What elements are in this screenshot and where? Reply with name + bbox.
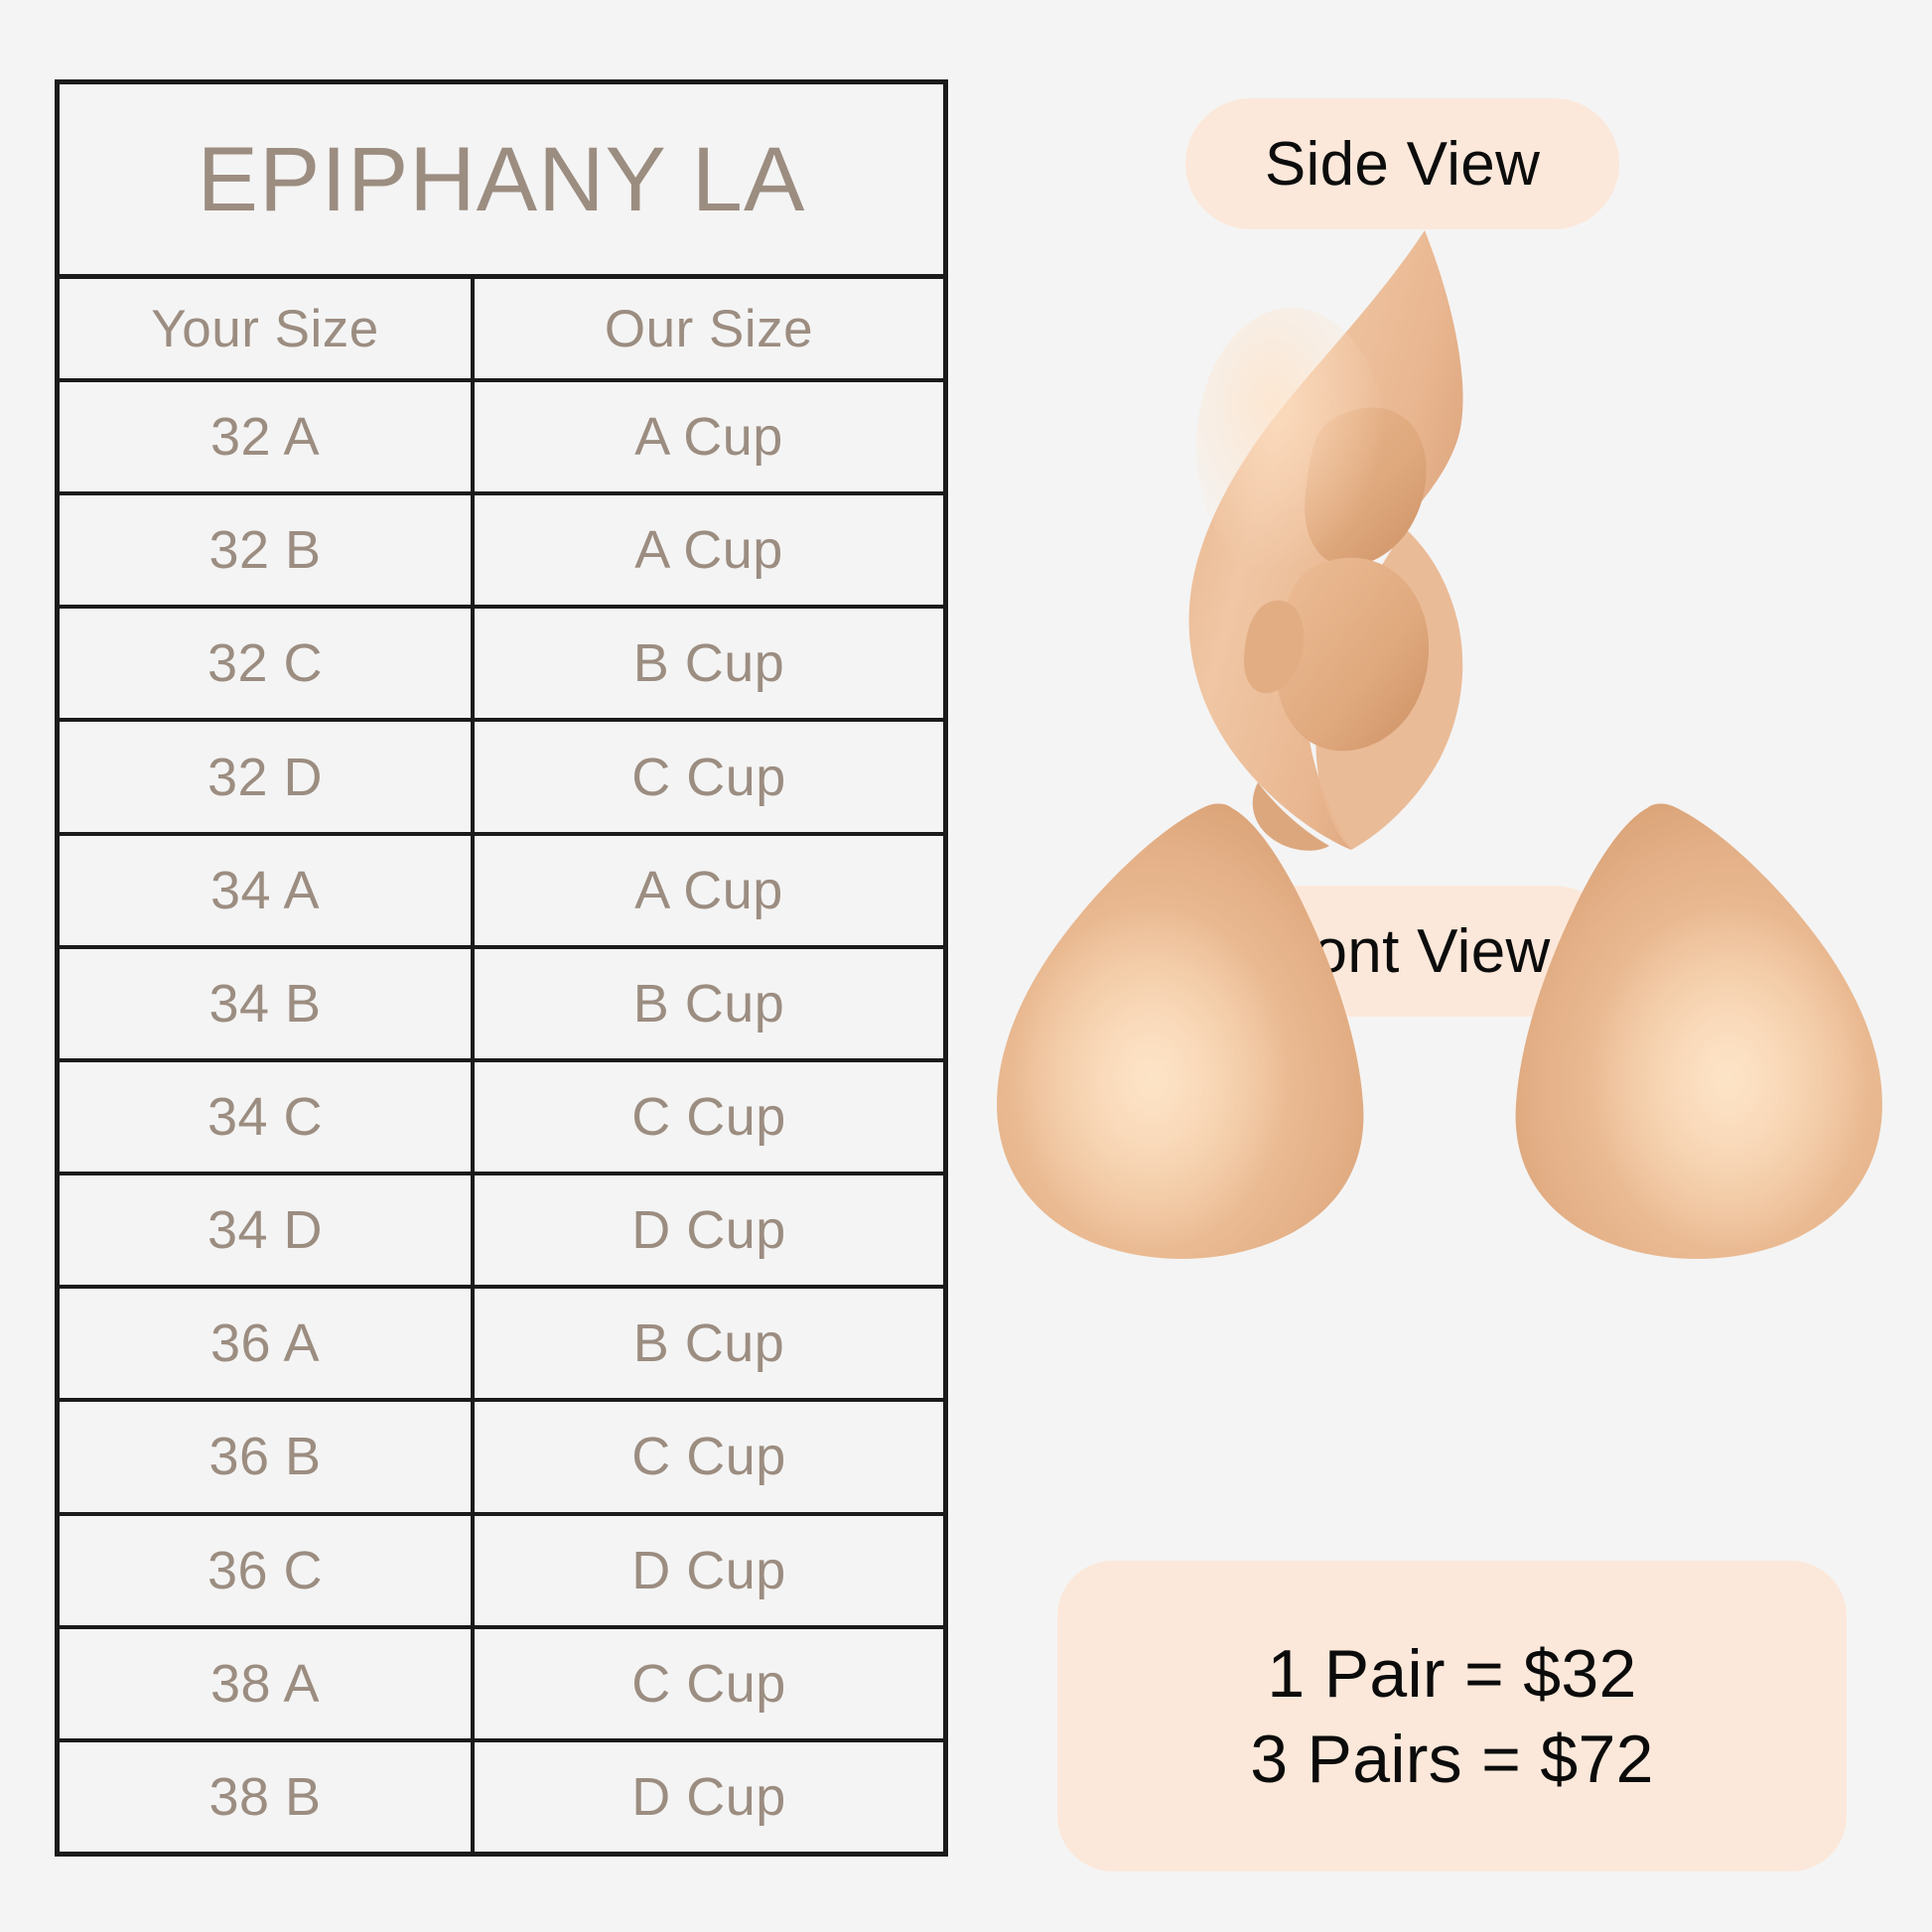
side-view-badge-label: Side View bbox=[1264, 129, 1541, 199]
cell-our-size: B Cup bbox=[475, 1289, 943, 1398]
cell-our-size: D Cup bbox=[475, 1516, 943, 1625]
cell-your-size: 34 A bbox=[60, 835, 475, 945]
cell-our-size: B Cup bbox=[475, 949, 943, 1058]
table-row: 36 A B Cup bbox=[60, 1289, 943, 1403]
cell-our-size: D Cup bbox=[475, 1742, 943, 1852]
our-size-value: D Cup bbox=[631, 1540, 786, 1600]
table-row: 34 C C Cup bbox=[60, 1061, 943, 1176]
side-view-badge: Side View bbox=[1185, 98, 1619, 229]
our-size-value: A Cup bbox=[634, 860, 783, 920]
your-size-value: 34 C bbox=[207, 1087, 324, 1148]
table-row: 36 B C Cup bbox=[60, 1402, 943, 1516]
table-row: 36 C D Cup bbox=[60, 1515, 943, 1629]
cell-your-size: 36 C bbox=[60, 1515, 475, 1625]
cell-our-size: C Cup bbox=[475, 1629, 943, 1738]
our-size-value: D Cup bbox=[631, 1766, 786, 1827]
your-size-value: 32 C bbox=[207, 633, 324, 694]
your-size-value: 32 B bbox=[208, 520, 322, 581]
table-row: 38 A C Cup bbox=[60, 1628, 943, 1742]
our-size-value: B Cup bbox=[632, 973, 785, 1034]
price-single-pair: 1 Pair = $32 bbox=[1267, 1635, 1637, 1712]
your-size-value: 32 A bbox=[209, 407, 321, 468]
cell-your-size: 38 A bbox=[60, 1628, 475, 1738]
table-header-your-size: Your Size bbox=[60, 279, 475, 378]
cell-our-size: C Cup bbox=[475, 1062, 943, 1172]
your-size-value: 36 A bbox=[209, 1313, 321, 1374]
cell-your-size: 32 C bbox=[60, 609, 475, 719]
table-header-our-size-label: Our Size bbox=[604, 299, 814, 358]
cell-your-size: 32 B bbox=[60, 495, 475, 606]
table-row: 32 C B Cup bbox=[60, 609, 943, 723]
our-size-value: C Cup bbox=[631, 1427, 786, 1487]
our-size-value: A Cup bbox=[634, 520, 783, 581]
cell-our-size: D Cup bbox=[475, 1175, 943, 1285]
table-row: 34 D D Cup bbox=[60, 1175, 943, 1290]
our-size-value: B Cup bbox=[632, 633, 785, 694]
size-table-body: Your Size Our Size 32 A A Cup 32 B bbox=[60, 279, 943, 1853]
your-size-value: 38 A bbox=[209, 1653, 321, 1714]
cell-our-size: A Cup bbox=[475, 836, 943, 945]
brand-title-row: EPIPHANY LA bbox=[60, 84, 943, 279]
size-chart-table: EPIPHANY LA Your Size Our Size 32 A A Cu… bbox=[55, 79, 948, 1857]
table-row: 38 B D Cup bbox=[60, 1741, 943, 1853]
cell-your-size: 36 B bbox=[60, 1402, 475, 1512]
product-gallery-column: Side View bbox=[997, 0, 1932, 1932]
table-header-our-size: Our Size bbox=[475, 279, 943, 378]
cell-your-size: 34 B bbox=[60, 948, 475, 1058]
table-row: 34 A A Cup bbox=[60, 835, 943, 949]
price-three-pairs: 3 Pairs = $72 bbox=[1250, 1721, 1654, 1797]
table-row: 34 B B Cup bbox=[60, 948, 943, 1062]
cell-your-size: 34 C bbox=[60, 1061, 475, 1173]
your-size-value: 34 B bbox=[208, 973, 322, 1034]
cell-your-size: 36 A bbox=[60, 1289, 475, 1399]
your-size-value: 38 B bbox=[208, 1766, 322, 1827]
breast-form-pair-front-view-image bbox=[938, 794, 1932, 1291]
our-size-value: C Cup bbox=[631, 1653, 786, 1714]
cell-your-size: 34 D bbox=[60, 1175, 475, 1286]
our-size-value: C Cup bbox=[631, 747, 786, 807]
your-size-value: 34 A bbox=[209, 860, 321, 920]
cell-our-size: A Cup bbox=[475, 382, 943, 491]
cell-our-size: B Cup bbox=[475, 609, 943, 718]
our-size-value: D Cup bbox=[631, 1200, 786, 1261]
table-row: 32 B A Cup bbox=[60, 495, 943, 610]
your-size-value: 36 C bbox=[207, 1540, 324, 1600]
cell-your-size: 32 A bbox=[60, 382, 475, 492]
cell-our-size: C Cup bbox=[475, 722, 943, 831]
table-header-your-size-label: Your Size bbox=[151, 299, 379, 358]
breast-form-side-view-image bbox=[1117, 199, 1633, 854]
our-size-value: C Cup bbox=[631, 1087, 786, 1148]
table-header-row: Your Size Our Size bbox=[60, 279, 943, 382]
cell-our-size: C Cup bbox=[475, 1402, 943, 1511]
table-row: 32 D C Cup bbox=[60, 722, 943, 836]
cell-your-size: 32 D bbox=[60, 722, 475, 832]
your-size-value: 34 D bbox=[207, 1200, 324, 1261]
our-size-value: B Cup bbox=[632, 1313, 785, 1374]
cell-our-size: A Cup bbox=[475, 495, 943, 605]
table-row: 32 A A Cup bbox=[60, 382, 943, 496]
your-size-value: 36 B bbox=[208, 1427, 322, 1487]
cell-your-size: 38 B bbox=[60, 1741, 475, 1853]
pricing-card: 1 Pair = $32 3 Pairs = $72 bbox=[1057, 1561, 1847, 1871]
our-size-value: A Cup bbox=[634, 407, 783, 468]
brand-title: EPIPHANY LA bbox=[197, 128, 806, 230]
your-size-value: 32 D bbox=[207, 747, 324, 807]
